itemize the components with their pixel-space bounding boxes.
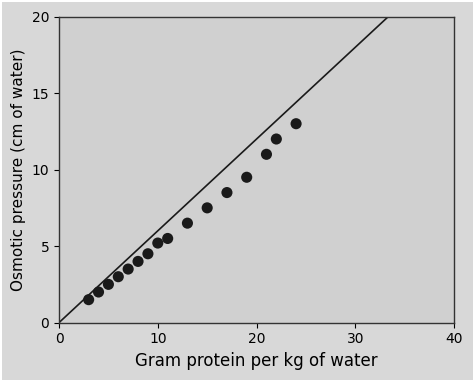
Y-axis label: Osmotic pressure (cm of water): Osmotic pressure (cm of water): [11, 48, 26, 291]
Point: [183, 220, 191, 226]
Point: [124, 266, 132, 272]
Point: [223, 189, 231, 195]
Point: [243, 174, 250, 180]
Point: [95, 289, 102, 295]
Point: [154, 240, 162, 246]
Point: [292, 121, 300, 127]
Point: [134, 258, 142, 264]
Point: [401, 0, 409, 4]
Point: [115, 274, 122, 280]
Point: [263, 151, 270, 157]
Point: [203, 205, 211, 211]
Point: [273, 136, 280, 142]
X-axis label: Gram protein per kg of water: Gram protein per kg of water: [135, 352, 378, 370]
Point: [144, 251, 152, 257]
Point: [164, 235, 172, 242]
Point: [85, 297, 92, 303]
Point: [105, 281, 112, 287]
